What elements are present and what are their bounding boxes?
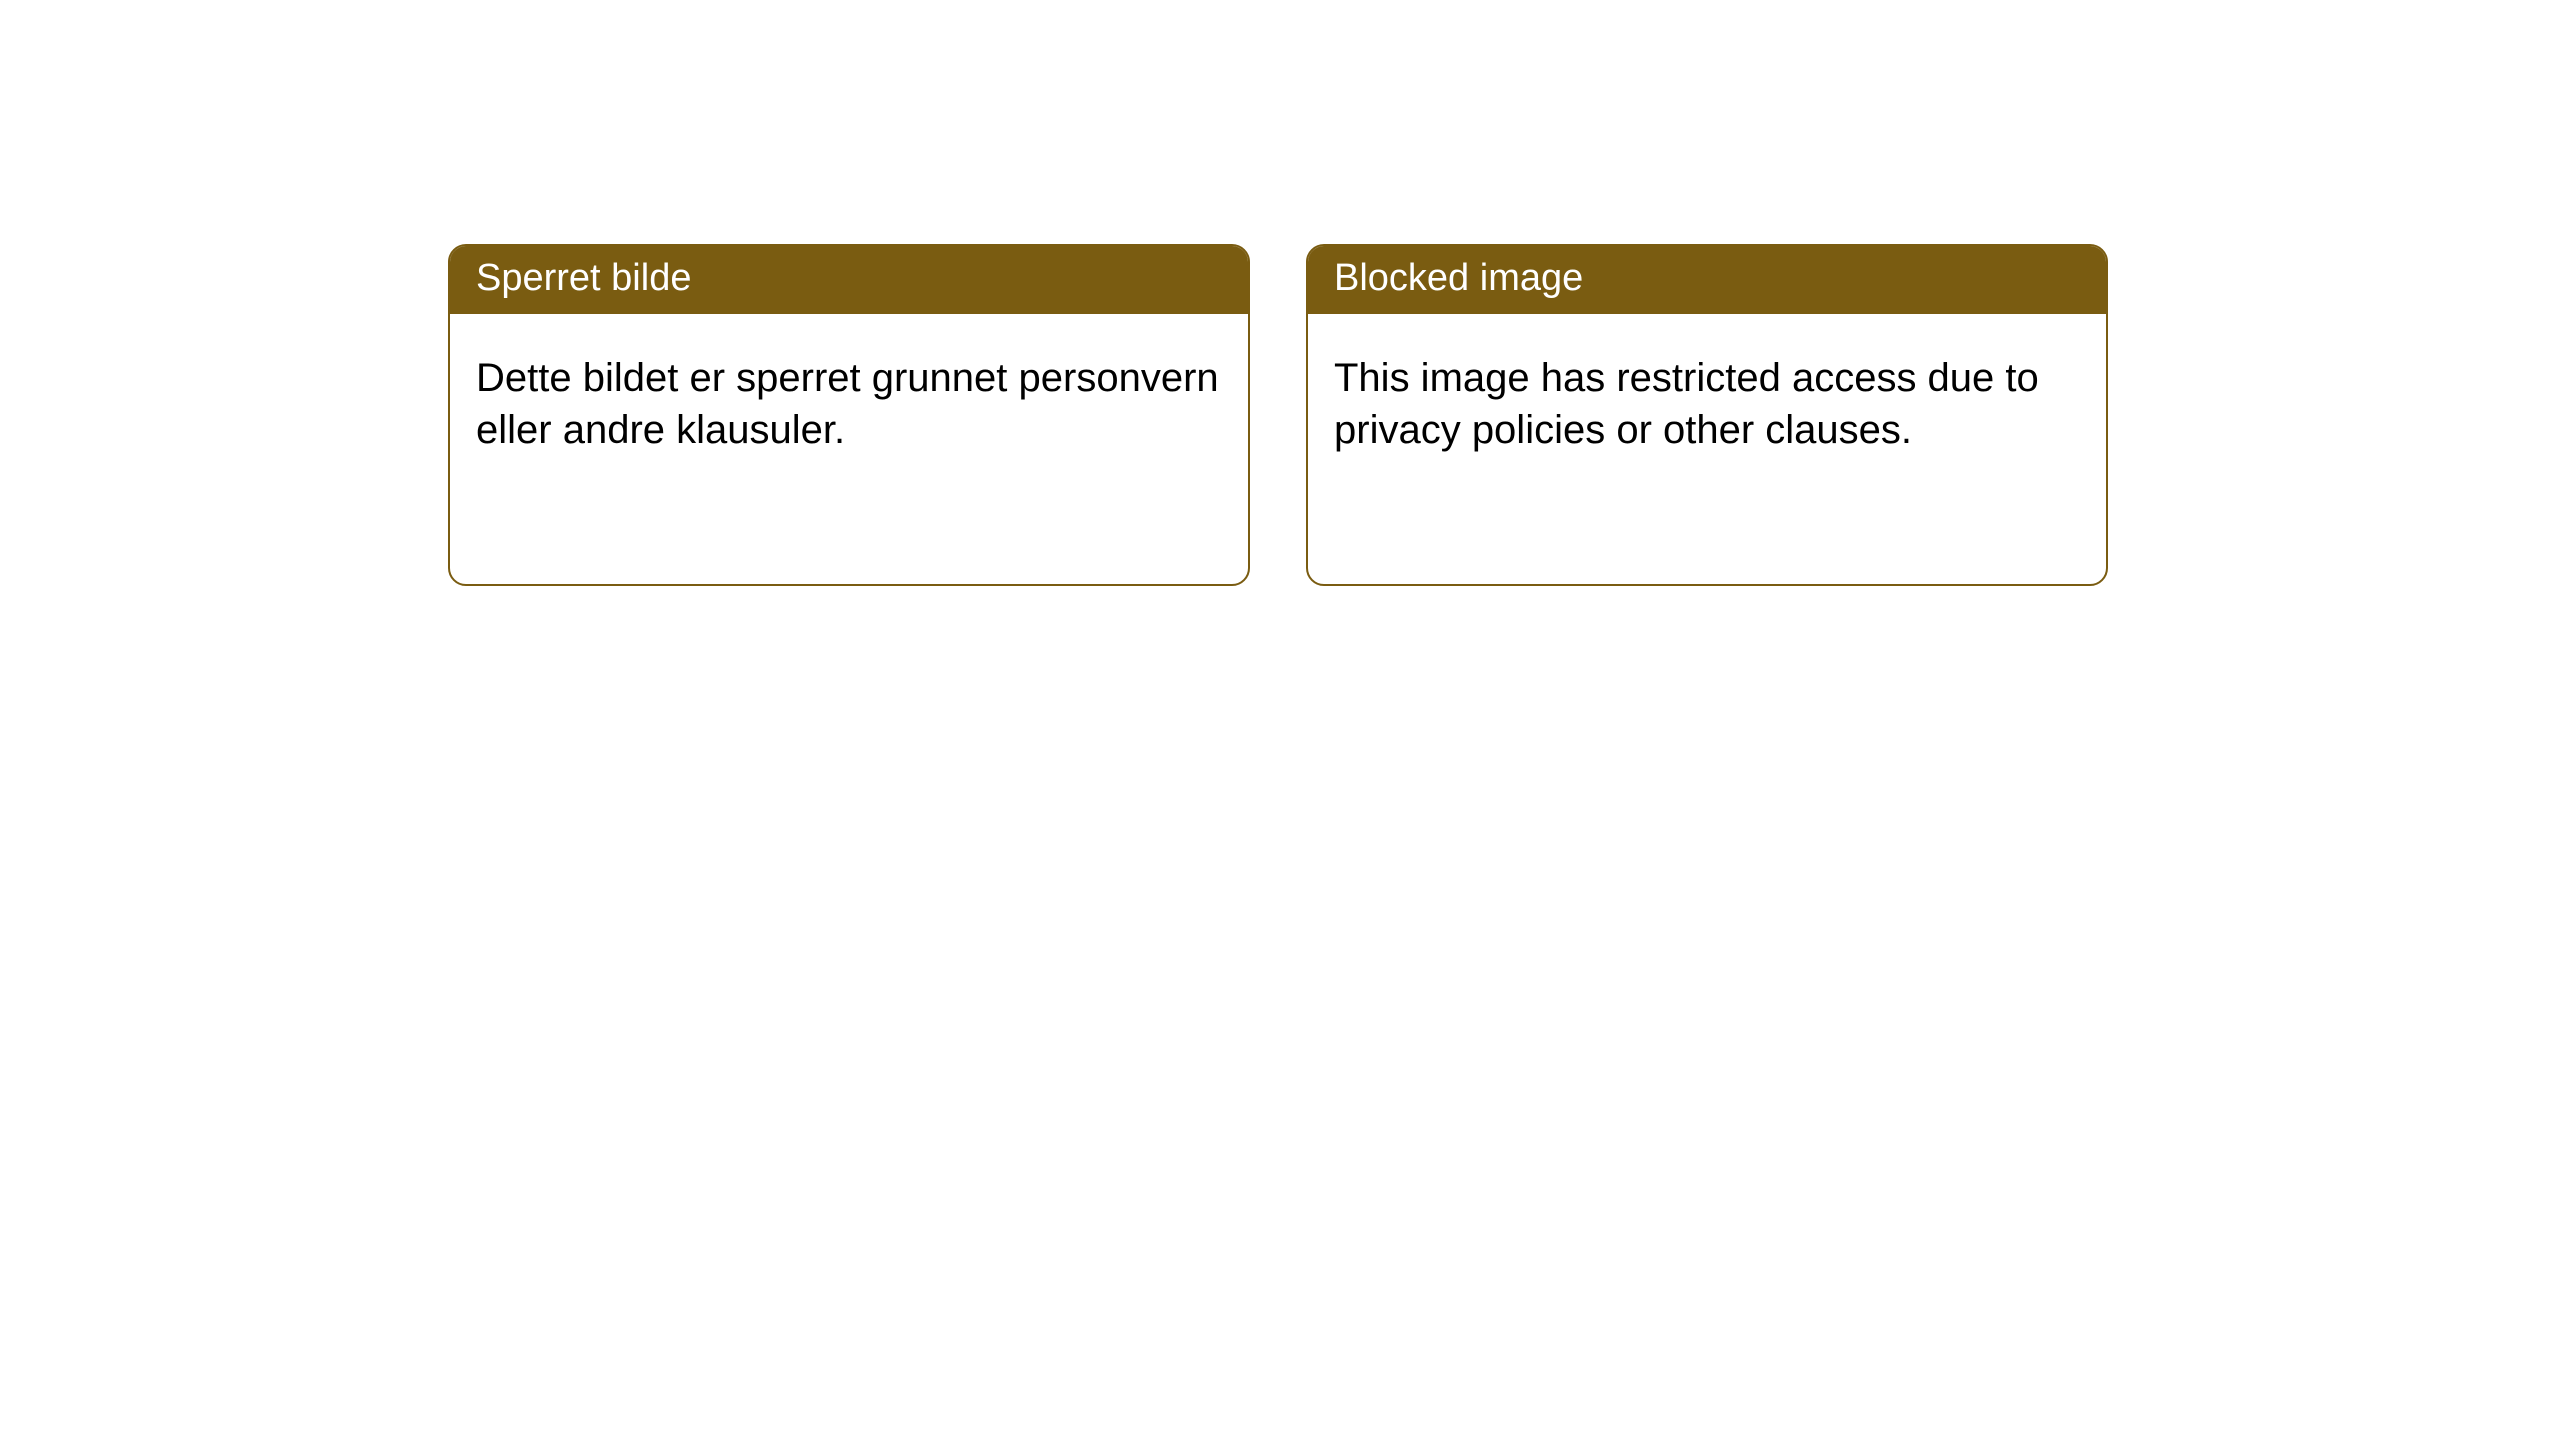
- notice-container: Sperret bilde Dette bildet er sperret gr…: [0, 0, 2560, 586]
- notice-body: Dette bildet er sperret grunnet personve…: [450, 314, 1248, 584]
- notice-body-text: This image has restricted access due to …: [1334, 356, 2039, 453]
- notice-box-norwegian: Sperret bilde Dette bildet er sperret gr…: [448, 244, 1250, 586]
- notice-header: Sperret bilde: [450, 246, 1248, 314]
- notice-header: Blocked image: [1308, 246, 2106, 314]
- notice-body: This image has restricted access due to …: [1308, 314, 2106, 584]
- notice-body-text: Dette bildet er sperret grunnet personve…: [476, 356, 1219, 453]
- notice-title: Blocked image: [1334, 257, 1583, 299]
- notice-box-english: Blocked image This image has restricted …: [1306, 244, 2108, 586]
- notice-title: Sperret bilde: [476, 257, 691, 299]
